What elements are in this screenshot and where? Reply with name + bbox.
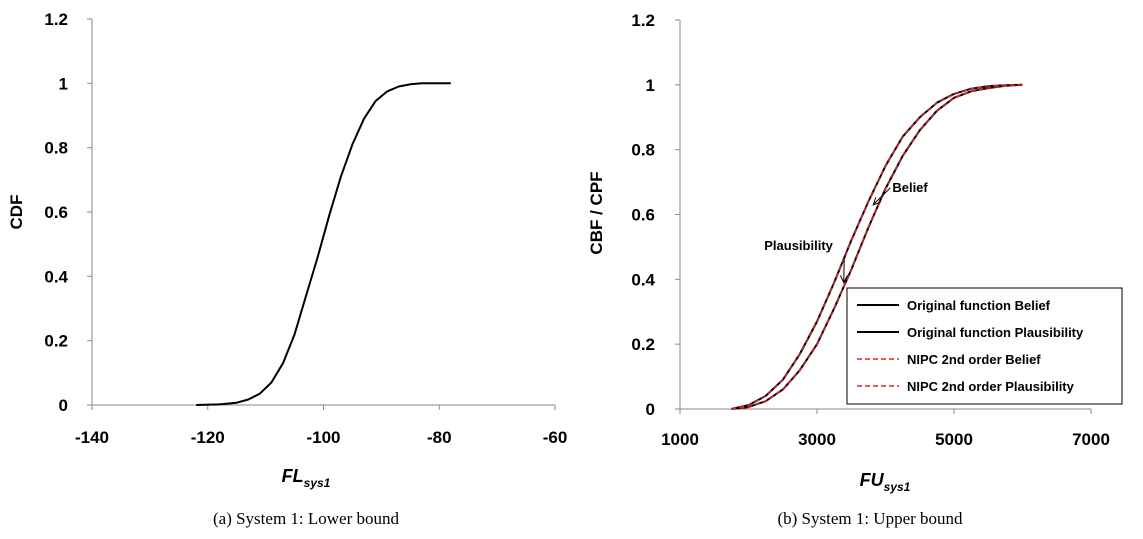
legend-label: NIPC 2nd order Belief — [907, 352, 1041, 367]
y-tick-label: 0.2 — [44, 332, 68, 351]
x-tick-label: -80 — [427, 428, 452, 447]
annotation-arrow-head — [839, 275, 848, 284]
annotation-label: Plausibility — [764, 238, 833, 253]
x-tick-label: 7000 — [1072, 430, 1110, 449]
x-tick-label: -60 — [543, 428, 568, 447]
x-tick-label: 1000 — [661, 430, 699, 449]
y-tick-label: 0.8 — [44, 139, 68, 158]
y-axis-label: CBF / CPF — [587, 171, 606, 254]
x-tick-label: -140 — [75, 428, 109, 447]
chart-lower-bound: 0 0.2 0.4 0.6 0.8 1 1.2 -140 -120 -100 -80 -60 CDF FL… — [7, 10, 567, 528]
annotation-arrow-line — [872, 187, 891, 206]
annotation-label: Belief — [892, 180, 928, 195]
chart-upper-bound: 0 0.2 0.4 0.6 0.8 1 1.2 1000 3000 5000 7000 CBF / C… — [587, 11, 1123, 528]
x-tick-label: 3000 — [798, 430, 836, 449]
y-tick-label: 0 — [646, 400, 655, 419]
series-line-0 — [196, 82, 451, 406]
y-tick-label: 0.4 — [44, 267, 68, 286]
figure-caption: (a) System 1: Lower bound — [213, 509, 400, 528]
annotation-arrow-line — [843, 256, 845, 283]
x-tick-label: -120 — [191, 428, 225, 447]
x-axis-label-sub: sys1 — [884, 480, 911, 494]
x-axis-label-main: FL — [282, 466, 304, 486]
legend-label: NIPC 2nd order Plausibility — [907, 379, 1075, 394]
y-axis-label: CDF — [7, 195, 26, 230]
y-tick-label: 0.6 — [44, 203, 68, 222]
y-tick-label: 1.2 — [44, 10, 68, 29]
y-tick-label: 1 — [59, 74, 68, 93]
y-tick-label: 0.2 — [631, 335, 655, 354]
legend-label: Original function Belief — [907, 298, 1051, 313]
y-tick-label: 1 — [646, 76, 655, 95]
x-tick-label: -100 — [306, 428, 340, 447]
legend-label: Original function Plausibility — [907, 325, 1084, 340]
series-line-3 — [731, 84, 1023, 410]
series-line-2 — [731, 84, 1023, 410]
figure-caption: (b) System 1: Upper bound — [777, 509, 963, 528]
x-axis-label-main: FU — [860, 470, 885, 490]
y-tick-label: 0 — [59, 396, 68, 415]
annotation-arrow-head — [872, 197, 881, 206]
legend-box — [846, 287, 1123, 405]
y-tick-label: 0.6 — [631, 206, 655, 225]
x-axis-label: FUsys1 — [860, 470, 911, 494]
y-tick-label: 1.2 — [631, 11, 655, 30]
y-tick-label: 0.4 — [631, 270, 655, 289]
x-tick-label: 5000 — [935, 430, 973, 449]
x-axis-label-sub: sys1 — [304, 476, 331, 490]
x-axis-label: FLsys1 — [282, 466, 331, 490]
y-tick-label: 0.8 — [631, 141, 655, 160]
